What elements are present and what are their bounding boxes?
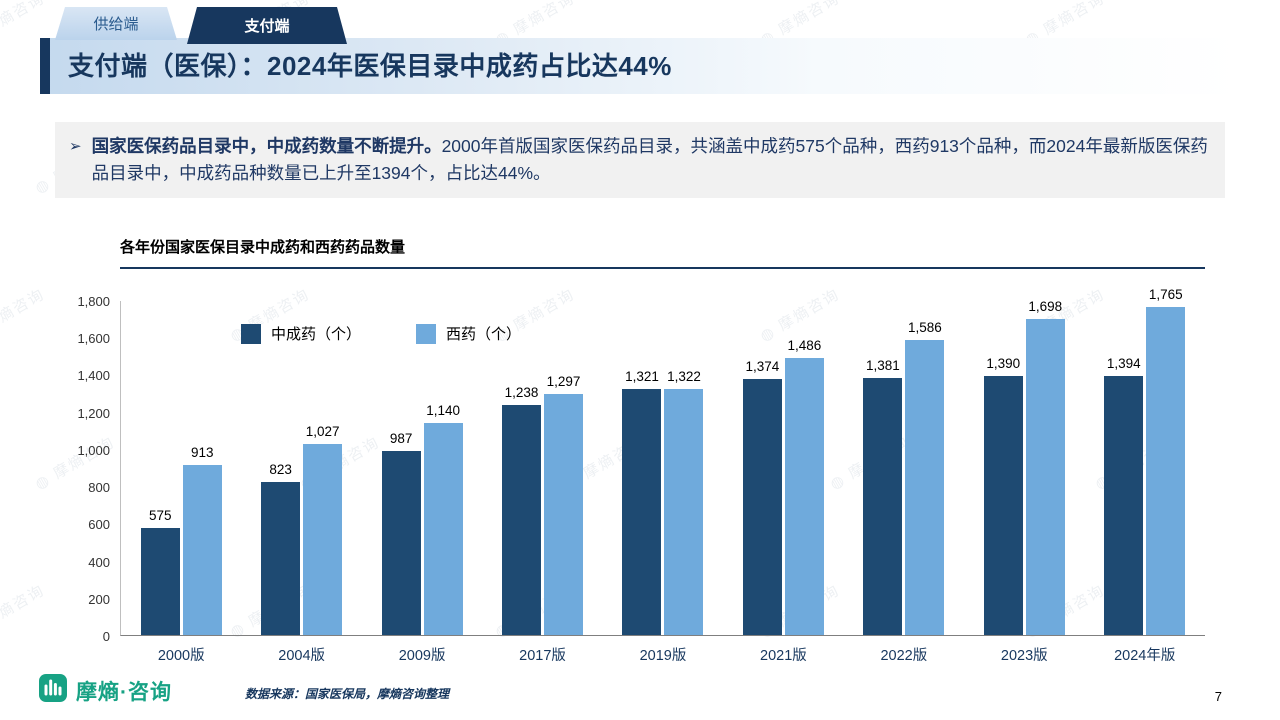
y-axis-label: 200 <box>88 591 110 607</box>
logo-icon <box>38 673 68 708</box>
bar-group: 1,321 1,322 2019版 <box>603 301 723 664</box>
bar: 823 <box>261 462 301 635</box>
bar-value-label: 1,765 <box>1148 286 1183 302</box>
bar-group: 987 1,140 2009版 <box>362 301 482 664</box>
logo-text: 摩熵·咨询 <box>76 680 172 704</box>
y-axis-label: 1,000 <box>77 442 110 458</box>
bar-group: 1,390 1,698 2023版 <box>964 299 1084 664</box>
bar-group: 1,381 1,586 2022版 <box>844 301 964 664</box>
tab-bar: 供给端 支付端 <box>55 7 347 44</box>
bar: 1,027 <box>303 424 343 635</box>
bar-value-label: 913 <box>190 445 214 461</box>
x-axis-label: 2000版 <box>157 648 205 664</box>
x-axis-label: 2022版 <box>880 648 928 664</box>
legend-label: 中成药（个） <box>271 326 362 343</box>
bar: 1,374 <box>742 359 782 635</box>
bar-value-label: 1,394 <box>1106 355 1141 371</box>
bar-value-label: 1,390 <box>986 356 1021 372</box>
legend-label: 西药（个） <box>446 326 522 343</box>
summary-bold-text: 国家医保药品目录中，中成药数量不断提升。 <box>91 136 442 156</box>
tab-supply-side[interactable]: 供给端 <box>55 7 177 40</box>
y-axis: 0 200 400 600 800 1,000 1,200 1,400 1,600 1,800 <box>75 294 120 644</box>
bar-value-label: 575 <box>148 508 172 523</box>
y-axis-label: 1,600 <box>77 331 110 347</box>
bar: 1,238 <box>502 385 542 635</box>
x-axis-label: 2017版 <box>519 648 566 664</box>
bar: 1,390 <box>983 356 1023 635</box>
bar: 1,765 <box>1146 287 1186 635</box>
header-band: 支付端（医保）：2024年医保目录中成药占比达44% <box>40 38 1240 94</box>
bar: 987 <box>381 431 421 635</box>
bar-value-label: 1,322 <box>667 368 701 384</box>
x-axis-label: 2021版 <box>760 648 807 664</box>
legend-swatch <box>241 323 261 344</box>
y-axis-label: 600 <box>88 517 110 533</box>
bar: 575 <box>140 508 180 635</box>
bar-value-label: 1,238 <box>504 384 539 400</box>
bar: 1,140 <box>423 403 463 635</box>
summary-text-block: 国家医保药品目录中，中成药数量不断提升。2000年首版国家医保药品目录，共涵盖中… <box>92 133 1211 187</box>
page-number: 7 <box>1214 689 1222 704</box>
bar-group: 1,394 1,765 2024年版 <box>1085 287 1205 664</box>
y-axis-label: 400 <box>88 554 110 570</box>
plot-area: 中成药（个） 西药（个） 575 913 2000版 823 1,027 2004版 987 1… <box>120 287 1205 664</box>
bar-value-label: 1,027 <box>305 423 340 439</box>
bar-value-label: 1,698 <box>1028 298 1063 314</box>
bar-value-label: 1,586 <box>907 319 942 335</box>
bar-value-label: 1,381 <box>865 357 900 373</box>
bar: 1,698 <box>1025 299 1065 635</box>
legend-item: 西药（个） <box>416 323 521 344</box>
bar-value-label: 1,321 <box>625 369 659 385</box>
y-axis-label: 1,800 <box>77 294 110 309</box>
bar-value-label: 1,297 <box>546 373 581 389</box>
bar: 1,381 <box>863 358 903 635</box>
bar: 1,394 <box>1104 356 1144 635</box>
page-title: 支付端（医保）：2024年医保目录中成药占比达44% <box>68 51 672 81</box>
chart-block: 各年份国家医保目录中成药和西药药品数量 0 200 400 600 800 1,000 1,… <box>75 236 1205 664</box>
bar: 1,297 <box>544 374 584 635</box>
bar: 1,486 <box>784 338 824 635</box>
bar-chart: 0 200 400 600 800 1,000 1,200 1,400 1,600 1,800 中… <box>75 287 1205 664</box>
y-axis-label: 1,400 <box>77 368 110 384</box>
x-axis-label: 2004版 <box>278 648 326 664</box>
summary-box: ➢ 国家医保药品目录中，中成药数量不断提升。2000年首版国家医保药品目录，共涵… <box>55 122 1225 198</box>
tab-payment-side[interactable]: 支付端 <box>187 7 347 44</box>
bar-group: 575 913 2000版 <box>121 301 241 664</box>
data-source-note: 数据来源：国家医保局，摩熵咨询整理 <box>245 687 450 701</box>
watermark: ◍ 摩熵咨询 <box>0 285 49 345</box>
bar-value-label: 823 <box>269 461 292 477</box>
chart-title: 各年份国家医保目录中成药和西药药品数量 <box>120 236 1205 269</box>
bar: 913 <box>182 445 222 635</box>
bullet-marker: ➢ <box>69 138 82 155</box>
bar-group: 1,374 1,486 2021版 <box>723 301 843 664</box>
x-axis-label: 2024年版 <box>1114 648 1176 664</box>
company-logo: 摩熵·咨询 <box>38 673 172 708</box>
bar-value-label: 1,374 <box>745 359 780 375</box>
header-accent-bar <box>40 38 50 94</box>
y-axis-label: 800 <box>88 480 110 496</box>
summary-body-text: 2000年首版国家医保药品目录，共涵盖中成药575个品种，西药913个品种，而2… <box>91 136 1208 183</box>
bar-value-label: 987 <box>389 431 413 447</box>
bar: 1,321 <box>622 369 662 635</box>
bar: 1,586 <box>905 320 945 635</box>
bar-group: 1,238 1,297 2017版 <box>482 301 602 664</box>
watermark: ◍ 摩熵咨询 <box>0 581 49 641</box>
bar-group: 823 1,027 2004版 <box>241 301 361 664</box>
x-axis-label: 2009版 <box>398 648 446 664</box>
bar-value-label: 1,486 <box>787 338 822 354</box>
bar: 1,322 <box>664 369 704 635</box>
x-axis-label: 2019版 <box>639 648 687 664</box>
bar-value-label: 1,140 <box>426 402 460 418</box>
x-axis-label: 2023版 <box>1000 648 1048 664</box>
legend-item: 中成药（个） <box>241 323 361 344</box>
y-axis-label: 1,200 <box>77 405 110 421</box>
y-axis-label: 0 <box>102 629 110 644</box>
legend-swatch <box>416 323 437 344</box>
chart-legend: 中成药（个） 西药（个） <box>241 323 521 344</box>
